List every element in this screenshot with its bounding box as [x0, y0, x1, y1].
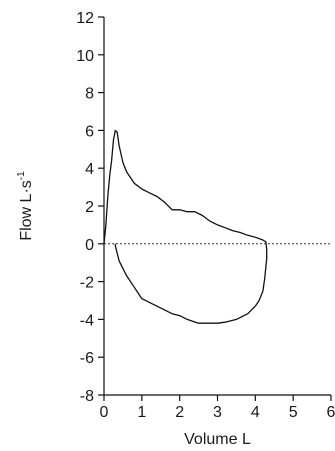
y-tick-label: 2	[85, 199, 94, 216]
y-tick-label: 10	[76, 48, 94, 65]
axes	[103, 17, 331, 396]
y-tick-label: 12	[76, 10, 94, 27]
y-axis-label: Flow L·s-1	[16, 171, 35, 241]
y-axis-label-main: Flow L·s	[18, 180, 35, 240]
x-tick-label: 6	[327, 404, 335, 421]
y-tick-label: -6	[80, 350, 94, 367]
x-axis-label: Volume L	[184, 431, 251, 448]
y-tick-label: -4	[80, 312, 94, 329]
x-tick-label: 4	[251, 404, 260, 421]
x-tick-label: 3	[213, 404, 222, 421]
y-tick-label: 0	[85, 237, 94, 254]
x-tick-label: 0	[100, 404, 109, 421]
x-tick-label: 5	[289, 404, 298, 421]
y-ticks: 12 10 8 6 4 2 0 -2 -4 -6 -8	[76, 10, 104, 405]
flow-volume-loop-line	[103, 129, 268, 324]
y-tick-label: 8	[85, 86, 94, 103]
y-tick-label: 6	[85, 123, 94, 140]
x-tick-label: 1	[137, 404, 146, 421]
x-tick-label: 2	[175, 404, 184, 421]
y-tick-label: -2	[80, 275, 94, 292]
x-ticks: 0 1 2 3 4 5 6	[100, 395, 335, 421]
y-tick-label: 4	[85, 161, 94, 178]
y-tick-label: -8	[80, 388, 94, 405]
y-axis-label-exponent: -1	[16, 171, 27, 180]
